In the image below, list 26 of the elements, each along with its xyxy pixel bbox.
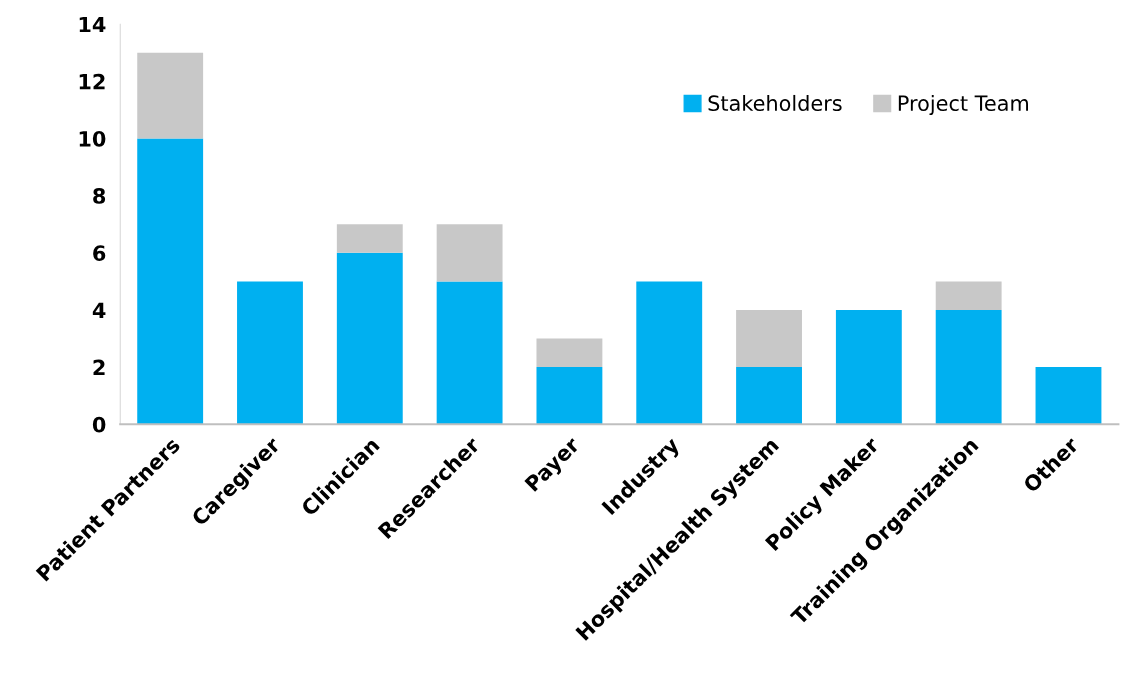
bar: [536, 367, 603, 425]
y-tick-label: 14: [79, 16, 106, 33]
bar: [736, 309, 802, 368]
bar: [935, 309, 1002, 425]
legend-label: Stakeholders: [708, 94, 842, 112]
bar: [237, 281, 303, 425]
bar: [736, 367, 802, 425]
y-tick-label: 8: [93, 188, 106, 204]
bar: [636, 281, 703, 425]
bar: [1035, 367, 1102, 425]
y-tick-label: 10: [79, 130, 106, 147]
y-tick-label: 2: [93, 359, 105, 376]
legend-label: Project Team: [898, 94, 1028, 116]
bar: [137, 52, 204, 139]
bar: [336, 224, 403, 253]
bar: [137, 138, 204, 425]
y-tick-label: 4: [92, 302, 106, 318]
bar: [536, 338, 603, 368]
y-tick-label: 6: [93, 245, 106, 262]
bar: [835, 309, 902, 425]
bar: [436, 224, 503, 282]
y-tick-label: 12: [79, 73, 105, 90]
bar: [336, 252, 403, 425]
y-tick-label: 0: [92, 416, 106, 433]
bar: [436, 281, 503, 425]
bar: [935, 281, 1002, 310]
